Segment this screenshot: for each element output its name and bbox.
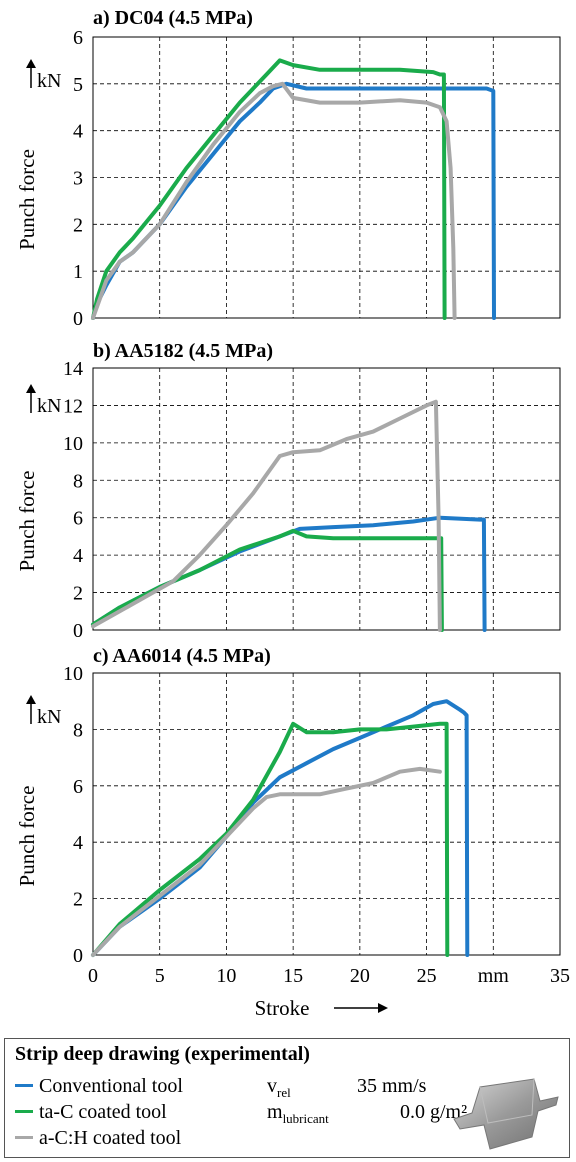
y-tick-label: 5 xyxy=(73,74,83,96)
y-tick-label: 6 xyxy=(73,27,83,49)
y-axis-unit: kN xyxy=(37,70,61,92)
y-tick-label: 12 xyxy=(63,395,83,417)
y-tick-label: 2 xyxy=(73,214,83,236)
y-tick-label: 1 xyxy=(73,261,83,283)
y-axis-unit: kN xyxy=(37,706,61,728)
param-velocity-value: 35 mm/s xyxy=(357,1075,427,1097)
legend-label-ach: a-C:H coated tool xyxy=(39,1127,182,1149)
y-axis-arrow-head xyxy=(26,384,36,393)
y-axis-label: Punch force xyxy=(15,471,39,572)
x-tick-label: 0 xyxy=(88,965,98,987)
y-tick-label: 3 xyxy=(73,168,83,190)
y-tick-label: 8 xyxy=(73,470,83,492)
legend-swatch-conventional xyxy=(15,1083,33,1087)
series-line xyxy=(91,766,442,957)
legend-label-conventional: Conventional tool xyxy=(39,1075,183,1097)
y-tick-label: 8 xyxy=(73,719,83,741)
x-tick-label: 10 xyxy=(216,965,236,987)
x-tick-label: 15 xyxy=(283,965,303,987)
x-tick-label: 25 xyxy=(417,965,437,987)
x-axis-label: Stroke xyxy=(255,996,310,1020)
y-axis-arrow-head xyxy=(26,695,36,704)
y-tick-label: 6 xyxy=(73,508,83,530)
y-axis-label: Punch force xyxy=(15,149,39,250)
series-line xyxy=(91,399,442,632)
chart-title: b) AA5182 (4.5 MPa) xyxy=(93,340,273,362)
series-line xyxy=(91,699,470,957)
legend-swatch-ach xyxy=(15,1135,33,1139)
y-tick-label: 6 xyxy=(73,776,83,798)
x-tick-label: 5 xyxy=(155,965,165,987)
series-line xyxy=(91,81,457,320)
y-axis-unit: kN xyxy=(37,395,61,417)
chart-title: c) AA6014 (4.5 MPa) xyxy=(93,645,271,667)
plot-frame xyxy=(92,672,561,956)
series-line xyxy=(91,528,444,632)
legend-swatch-tac xyxy=(15,1109,33,1113)
x-tick-label: 20 xyxy=(350,965,370,987)
chart-title: a) DC04 (4.5 MPa) xyxy=(93,7,253,29)
y-tick-label: 2 xyxy=(73,889,83,911)
legend-label-tac: ta-C coated tool xyxy=(39,1101,167,1123)
plot-frame xyxy=(92,36,561,319)
y-tick-label: 4 xyxy=(73,545,83,567)
legend-item-ach: a-C:H coated tool xyxy=(15,1125,181,1151)
hat-profile-part-icon xyxy=(453,1078,559,1150)
y-tick-label: 4 xyxy=(73,121,83,143)
y-tick-label: 10 xyxy=(63,663,83,685)
x-axis-unit: mm xyxy=(478,965,510,987)
x-axis-arrow-head xyxy=(378,1003,388,1013)
x-tick-label: 35 xyxy=(550,965,570,987)
legend-item-conventional: Conventional tool xyxy=(15,1073,183,1099)
plot-frame xyxy=(92,367,561,631)
y-tick-label: 10 xyxy=(63,433,83,455)
y-tick-label: 2 xyxy=(73,583,83,605)
param-lubricant-symbol: mlubricant xyxy=(267,1101,329,1126)
legend-item-tac: ta-C coated tool xyxy=(15,1099,167,1125)
y-axis-label: Punch force xyxy=(15,786,39,887)
series-line xyxy=(91,721,450,957)
y-tick-label: 0 xyxy=(73,945,83,967)
series-line xyxy=(91,58,447,320)
y-tick-label: 14 xyxy=(63,358,83,380)
y-tick-label: 0 xyxy=(73,620,83,642)
legend-title: Strip deep drawing (experimental) xyxy=(15,1043,310,1065)
y-axis-arrow-head xyxy=(26,59,36,68)
y-tick-label: 0 xyxy=(73,308,83,330)
param-lubricant-value: 0.0 g/m² xyxy=(400,1101,468,1123)
param-velocity-symbol: vrel xyxy=(267,1075,291,1100)
y-tick-label: 4 xyxy=(73,832,83,854)
legend-box: Strip deep drawing (experimental) Conven… xyxy=(4,1038,570,1158)
